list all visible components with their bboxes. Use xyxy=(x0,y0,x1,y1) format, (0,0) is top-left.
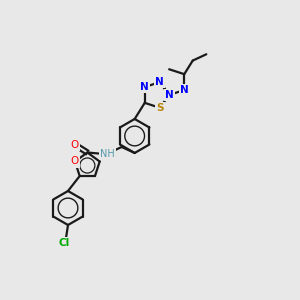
Text: O: O xyxy=(71,157,79,166)
Text: Cl: Cl xyxy=(58,238,70,248)
Text: NH: NH xyxy=(100,149,115,159)
Text: N: N xyxy=(155,77,164,87)
Text: S: S xyxy=(156,103,164,113)
Text: O: O xyxy=(70,140,79,150)
Text: N: N xyxy=(140,82,149,92)
Text: N: N xyxy=(180,85,189,95)
Text: N: N xyxy=(165,90,173,100)
